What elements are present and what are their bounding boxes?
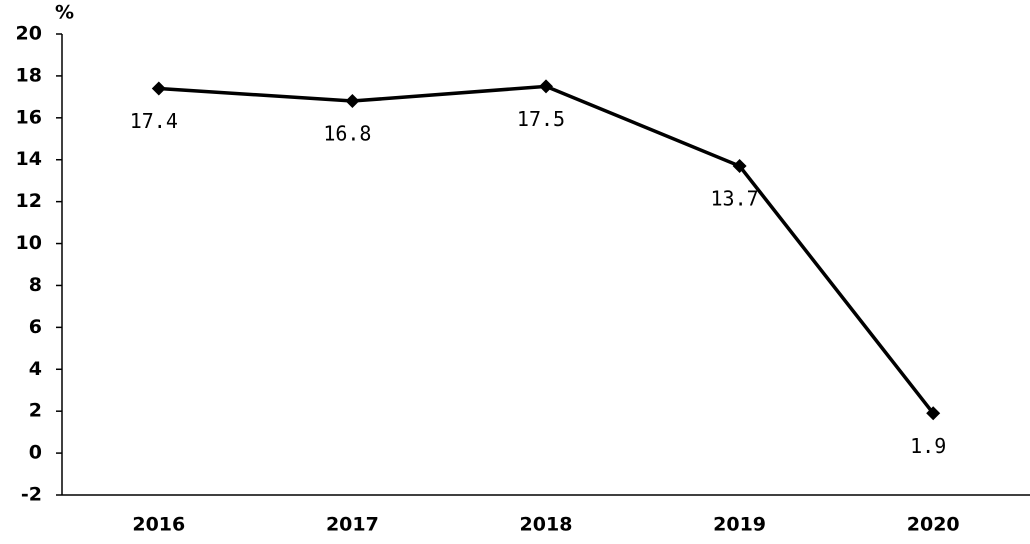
x-tick-label: 2019	[713, 514, 766, 536]
y-tick-label: 18	[16, 64, 42, 86]
data-label: 13.7	[711, 187, 759, 211]
data-label: 1.9	[910, 434, 946, 458]
x-tick-label: 2016	[132, 514, 185, 536]
y-tick-label: 10	[16, 232, 42, 254]
marker	[345, 94, 360, 109]
x-tick-label: 2018	[520, 514, 573, 536]
y-tick-label: 20	[16, 23, 42, 45]
y-tick-label: 16	[16, 106, 42, 128]
y-tick-label: 14	[16, 148, 42, 170]
y-axis-label: %	[55, 2, 74, 24]
data-line	[158, 84, 935, 415]
y-tick-label: -2	[21, 484, 42, 506]
data-label: 16.8	[323, 122, 371, 146]
marker	[151, 81, 166, 96]
y-tick-label: 12	[16, 190, 42, 212]
y-tick-label: 2	[29, 400, 42, 422]
y-tick-label: 4	[29, 358, 42, 380]
y-tick-label: 0	[29, 442, 42, 464]
marker	[926, 406, 941, 421]
x-tick-label: 2020	[907, 514, 960, 536]
x-tick-label: 2017	[326, 514, 379, 536]
y-tick-label: 8	[29, 274, 42, 296]
marker	[539, 79, 553, 94]
data-label: 17.4	[130, 109, 178, 133]
marker	[732, 159, 747, 174]
y-tick-label: 6	[29, 316, 42, 338]
data-label: 17.5	[517, 107, 565, 131]
